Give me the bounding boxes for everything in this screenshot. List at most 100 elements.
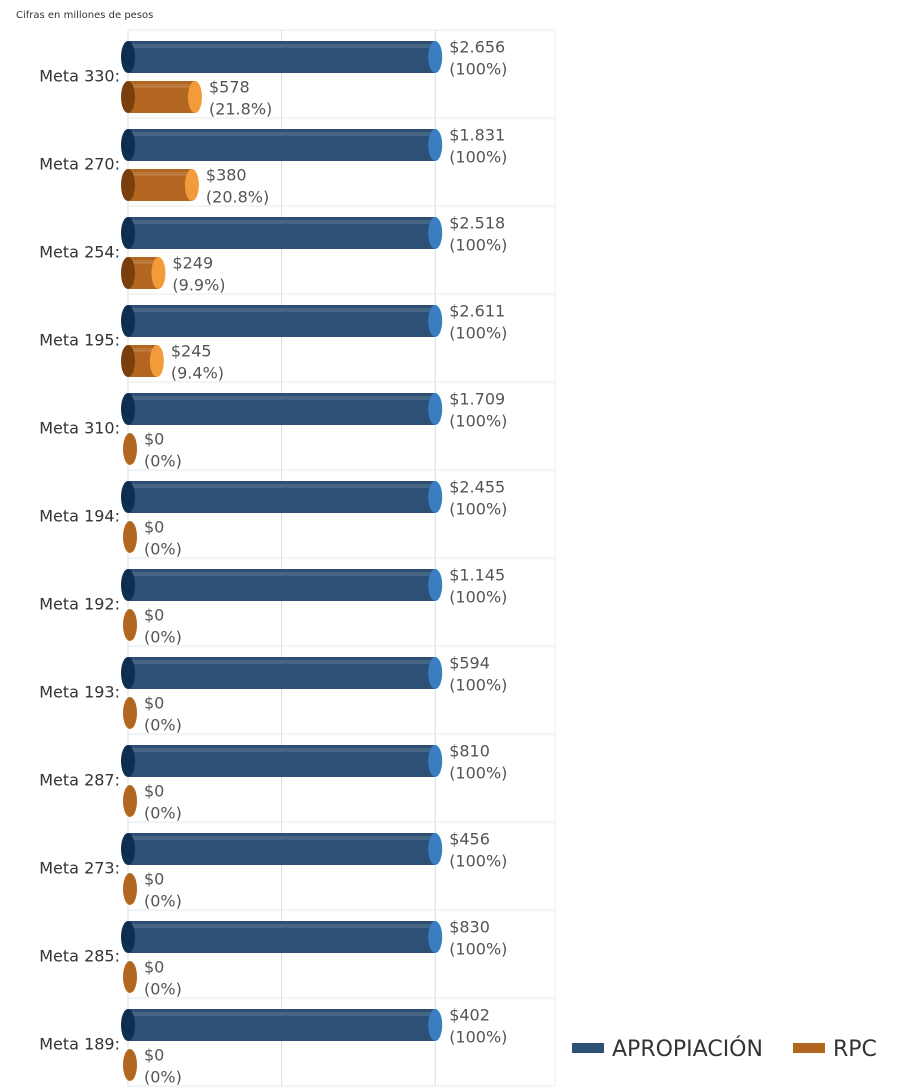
bar-base — [121, 1009, 135, 1041]
bar-cap — [428, 1009, 443, 1041]
bar-cap — [428, 481, 443, 513]
bar-base — [121, 921, 135, 953]
bar-shine — [128, 308, 436, 312]
bar — [121, 169, 199, 201]
bar-base — [121, 393, 135, 425]
bar — [123, 1049, 137, 1081]
amount-label: $0 — [144, 1046, 164, 1065]
amount-label: $0 — [144, 606, 164, 625]
amount-label: $0 — [144, 870, 164, 889]
value-label: (0%) — [144, 1068, 182, 1087]
bar — [121, 657, 443, 689]
bar-body — [128, 305, 436, 337]
y-tick-label: Meta 273: — [39, 859, 120, 878]
bar-cap — [123, 873, 137, 905]
bar — [121, 833, 443, 865]
bar — [121, 481, 443, 513]
amount-label: $1.145 — [449, 566, 505, 585]
bar-cap — [428, 657, 443, 689]
bar-cap — [123, 609, 137, 641]
bar-body — [128, 41, 436, 73]
amount-label: $2.656 — [449, 38, 505, 57]
amount-label: $810 — [449, 742, 490, 761]
bar-cap — [428, 833, 443, 865]
bar — [123, 697, 137, 729]
value-label: (100%) — [449, 412, 507, 431]
value-label: (100%) — [449, 500, 507, 519]
amount-label: $830 — [449, 918, 490, 937]
value-label: (0%) — [144, 980, 182, 999]
bar — [121, 41, 443, 73]
bar — [121, 921, 443, 953]
y-tick-label: Meta 270: — [39, 155, 120, 174]
value-label: (100%) — [449, 588, 507, 607]
bar-body — [128, 569, 436, 601]
value-label: (100%) — [449, 852, 507, 871]
y-tick-label: Meta 254: — [39, 243, 120, 262]
value-label: (21.8%) — [209, 100, 272, 119]
bar-shine — [128, 1012, 436, 1016]
value-label: (0%) — [144, 628, 182, 647]
bar-cap — [428, 393, 443, 425]
value-label: (0%) — [144, 452, 182, 471]
bar-cap — [123, 961, 137, 993]
bar-base — [121, 81, 135, 113]
y-tick-label: Meta 330: — [39, 67, 120, 86]
amount-label: $456 — [449, 830, 490, 849]
bar-cap — [428, 745, 443, 777]
bar-body — [128, 745, 436, 777]
bar-body — [128, 217, 436, 249]
amount-label: $245 — [171, 342, 212, 361]
value-label: (20.8%) — [206, 188, 269, 207]
bar — [121, 345, 164, 377]
bar — [123, 785, 137, 817]
bar — [121, 257, 166, 289]
bar-body — [128, 921, 436, 953]
bar-base — [121, 217, 135, 249]
bar-base — [121, 745, 135, 777]
bar-shine — [128, 748, 436, 752]
bar-body — [128, 1009, 436, 1041]
bar — [121, 129, 443, 161]
legend-swatch — [572, 1043, 604, 1053]
value-label: (100%) — [449, 676, 507, 695]
amount-label: $2.611 — [449, 302, 505, 321]
bar-base — [121, 129, 135, 161]
bar — [121, 569, 443, 601]
y-tick-label: Meta 192: — [39, 595, 120, 614]
amount-label: $578 — [209, 78, 250, 97]
legend-swatch — [792, 1043, 825, 1053]
amount-label: $2.518 — [449, 214, 505, 233]
bar-cap — [428, 921, 443, 953]
value-label: (100%) — [449, 324, 507, 343]
value-label: (100%) — [449, 764, 507, 783]
legend-label: RPC — [833, 1037, 877, 1062]
bar — [123, 873, 137, 905]
y-tick-label: Meta 194: — [39, 507, 120, 526]
bar — [121, 217, 443, 249]
y-tick-label: Meta 310: — [39, 419, 120, 438]
bar-base — [121, 345, 135, 377]
bar-cap — [428, 305, 443, 337]
value-label: (100%) — [449, 1028, 507, 1047]
bar-shine — [128, 660, 436, 664]
bar-body — [128, 129, 436, 161]
value-label: (100%) — [449, 148, 507, 167]
bar-body — [128, 393, 436, 425]
bar-shine — [128, 172, 192, 176]
y-tick-label: Meta 285: — [39, 947, 120, 966]
value-label: (100%) — [449, 236, 507, 255]
amount-label: $402 — [449, 1006, 490, 1025]
amount-label: $1.709 — [449, 390, 505, 409]
bar-cap — [151, 257, 166, 289]
bar-cap — [123, 697, 137, 729]
amount-label: $249 — [172, 254, 213, 273]
value-label: (9.4%) — [171, 364, 224, 383]
bar — [121, 1009, 443, 1041]
y-tick-label: Meta 189: — [39, 1035, 120, 1054]
bar-base — [121, 257, 135, 289]
bar-cap — [123, 433, 137, 465]
bar — [121, 305, 443, 337]
bar-shine — [128, 44, 436, 48]
